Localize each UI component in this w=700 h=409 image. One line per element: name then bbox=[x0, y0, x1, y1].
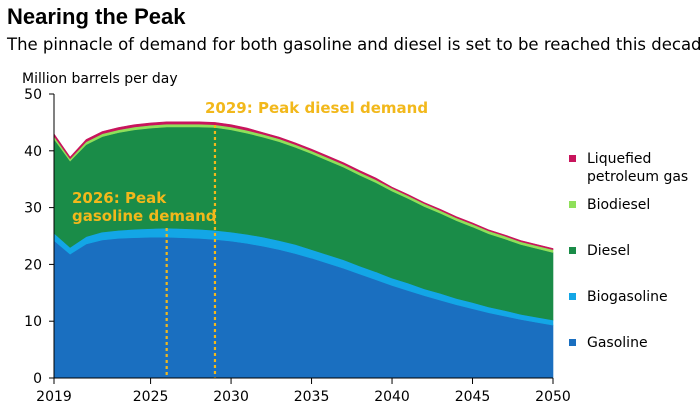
legend-swatch bbox=[569, 201, 576, 208]
x-tick-label: 2040 bbox=[374, 389, 410, 405]
chart-subtitle: The pinnacle of demand for both gasoline… bbox=[7, 35, 700, 54]
legend-swatch bbox=[569, 155, 576, 162]
y-tick-label: 50 bbox=[24, 87, 42, 103]
legend-swatch bbox=[569, 293, 576, 300]
legend-label: Biodiesel bbox=[587, 197, 650, 213]
annotation-label: 2026: Peak bbox=[72, 189, 167, 207]
annotation-label: 2029: Peak diesel demand bbox=[205, 99, 428, 117]
legend-label: Biogasoline bbox=[587, 289, 668, 305]
x-tick-label: 2025 bbox=[133, 389, 169, 405]
legend-swatch bbox=[569, 247, 576, 254]
y-tick-label: 30 bbox=[24, 201, 42, 217]
x-tick-label: 2035 bbox=[294, 389, 330, 405]
legend-label: petroleum gas bbox=[587, 169, 688, 185]
annotation-label: gasoline demand bbox=[72, 207, 217, 225]
x-tick-label: 2019 bbox=[36, 389, 72, 405]
legend-label: Diesel bbox=[587, 243, 630, 259]
chart-title: Nearing the Peak bbox=[7, 4, 186, 29]
legend-label: Liquefied bbox=[587, 151, 651, 167]
area-liquefied-petroleum-gas bbox=[53, 121, 554, 251]
y-axis-label: Million barrels per day bbox=[22, 71, 178, 87]
y-tick-label: 40 bbox=[24, 144, 42, 160]
legend-swatch bbox=[569, 339, 576, 346]
y-tick-label: 20 bbox=[24, 257, 42, 273]
y-tick-label: 0 bbox=[33, 371, 42, 387]
x-tick-label: 2050 bbox=[535, 389, 571, 405]
x-tick-label: 2045 bbox=[455, 389, 491, 405]
y-tick-label: 10 bbox=[24, 314, 42, 330]
x-tick-label: 2030 bbox=[213, 389, 249, 405]
legend-label: Gasoline bbox=[587, 335, 648, 351]
